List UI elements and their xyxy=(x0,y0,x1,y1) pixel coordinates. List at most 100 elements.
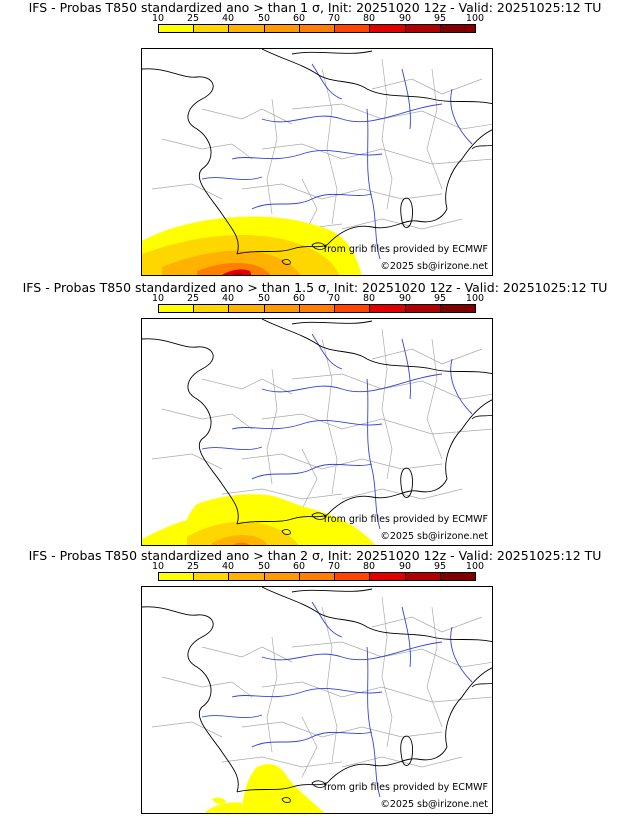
colorbar xyxy=(158,24,476,33)
colorbar-tick: 70 xyxy=(327,293,341,304)
colorbar-segment-6 xyxy=(335,305,371,312)
colorbar-segment-4 xyxy=(264,305,300,312)
region-border xyxy=(341,488,463,500)
colorbar-tick: 50 xyxy=(257,561,271,572)
colorbar-tick: 50 xyxy=(257,13,271,24)
credit-source: from grib files provided by ECMWF xyxy=(323,782,488,793)
colorbar-tick: 40 xyxy=(221,561,235,572)
credit-copyright: ©2025 sb@irizone.net xyxy=(380,261,488,272)
colorbar-segment-3 xyxy=(229,305,265,312)
colorbar-tick: 25 xyxy=(186,13,200,24)
colorbar-segment-8 xyxy=(405,25,441,32)
colorbar-labels: 10 25 40 50 60 70 80 90 95 100 xyxy=(147,294,497,304)
river xyxy=(251,193,373,210)
colorbar-tick: 100 xyxy=(465,293,485,304)
colorbar-tick: 25 xyxy=(186,561,200,572)
colorbar-tick: 40 xyxy=(221,293,235,304)
colorbar-tick: 100 xyxy=(465,561,485,572)
colorbar-segment-8 xyxy=(405,305,441,312)
river xyxy=(201,176,263,180)
border-alps xyxy=(445,129,492,210)
coastline-atlantic xyxy=(142,606,239,793)
region-border xyxy=(321,68,338,225)
coastline-atlantic xyxy=(142,68,239,255)
river xyxy=(251,731,373,748)
colorbar-tick: 90 xyxy=(398,561,412,572)
colorbar-segment-9 xyxy=(440,573,475,580)
island xyxy=(311,512,327,520)
region-border xyxy=(221,488,343,500)
probability-field xyxy=(142,494,376,545)
region-border xyxy=(291,641,492,668)
panel-title: IFS - Probas T850 standardized ano > tha… xyxy=(22,280,608,295)
river xyxy=(251,463,373,480)
colorbar-segment-1 xyxy=(159,305,195,312)
river xyxy=(231,688,383,698)
panel-title: IFS - Probas T850 standardized ano > tha… xyxy=(28,548,602,563)
region-border xyxy=(341,756,463,768)
coastline-mediterranean xyxy=(326,746,448,784)
coastline-atlantic xyxy=(142,338,239,525)
map-panel-2: from grib files provided by ECMWF ©2025 … xyxy=(141,318,493,546)
colorbar-tick: 80 xyxy=(362,13,376,24)
river xyxy=(311,601,343,638)
coastline-mediterranean xyxy=(326,478,448,516)
region-border xyxy=(151,183,223,200)
colorbar xyxy=(158,304,476,313)
river xyxy=(231,420,383,430)
panel-1: IFS - Probas T850 standardized ano > tha… xyxy=(0,0,630,280)
river xyxy=(401,606,411,668)
colorbar-segment-3 xyxy=(229,25,265,32)
colorbar-tick: 80 xyxy=(362,561,376,572)
river xyxy=(450,626,473,683)
region-border xyxy=(266,636,278,753)
colorbar-tick: 25 xyxy=(186,293,200,304)
colorbar-segment-1 xyxy=(159,25,195,32)
map-panel-3: from grib files provided by ECMWF ©2025 … xyxy=(141,586,493,814)
region-border xyxy=(301,716,318,778)
colorbar-tick: 10 xyxy=(151,13,165,24)
border-north xyxy=(261,587,492,643)
river xyxy=(450,88,473,145)
coastline-channel xyxy=(291,320,373,325)
region-border xyxy=(371,616,483,633)
border-pyrenees xyxy=(236,514,328,525)
colorbar-segment-5 xyxy=(299,305,336,312)
corsica xyxy=(400,197,413,228)
map-canvas xyxy=(142,587,492,813)
river xyxy=(201,714,263,718)
colorbar-tick: 80 xyxy=(362,293,376,304)
region-border xyxy=(426,606,443,728)
map-canvas xyxy=(142,319,492,545)
colorbar-segment-9 xyxy=(440,25,475,32)
colorbar-segment-7 xyxy=(370,573,406,580)
colorbar-tick: 95 xyxy=(433,293,447,304)
colorbar-tick: 50 xyxy=(257,293,271,304)
island xyxy=(281,259,291,265)
colorbar-segment-4 xyxy=(264,25,300,32)
river xyxy=(311,63,343,100)
colorbar-segment-7 xyxy=(370,305,406,312)
coastline-italy xyxy=(471,682,492,688)
region-border xyxy=(381,596,393,748)
map-canvas xyxy=(142,49,492,275)
region-border xyxy=(371,78,483,95)
panel-title: IFS - Probas T850 standardized ano > tha… xyxy=(28,0,602,15)
colorbar-tick: 95 xyxy=(433,13,447,24)
colorbar-tick: 60 xyxy=(292,13,306,24)
colorbar-segment-5 xyxy=(299,25,336,32)
colorbar-segment-2 xyxy=(194,573,230,580)
credit-copyright: ©2025 sb@irizone.net xyxy=(380,531,488,542)
region-border xyxy=(321,338,338,495)
colorbar-segment-2 xyxy=(194,25,230,32)
colorbar-tick: 40 xyxy=(221,13,235,24)
coastline-channel xyxy=(291,50,373,55)
colorbar-tick: 90 xyxy=(398,13,412,24)
colorbar-tick: 60 xyxy=(292,293,306,304)
border-north xyxy=(261,49,492,105)
region-border xyxy=(161,138,253,160)
river xyxy=(366,108,381,260)
credit-copyright: ©2025 sb@irizone.net xyxy=(380,799,488,810)
region-border xyxy=(221,756,343,768)
region-border xyxy=(291,103,492,130)
